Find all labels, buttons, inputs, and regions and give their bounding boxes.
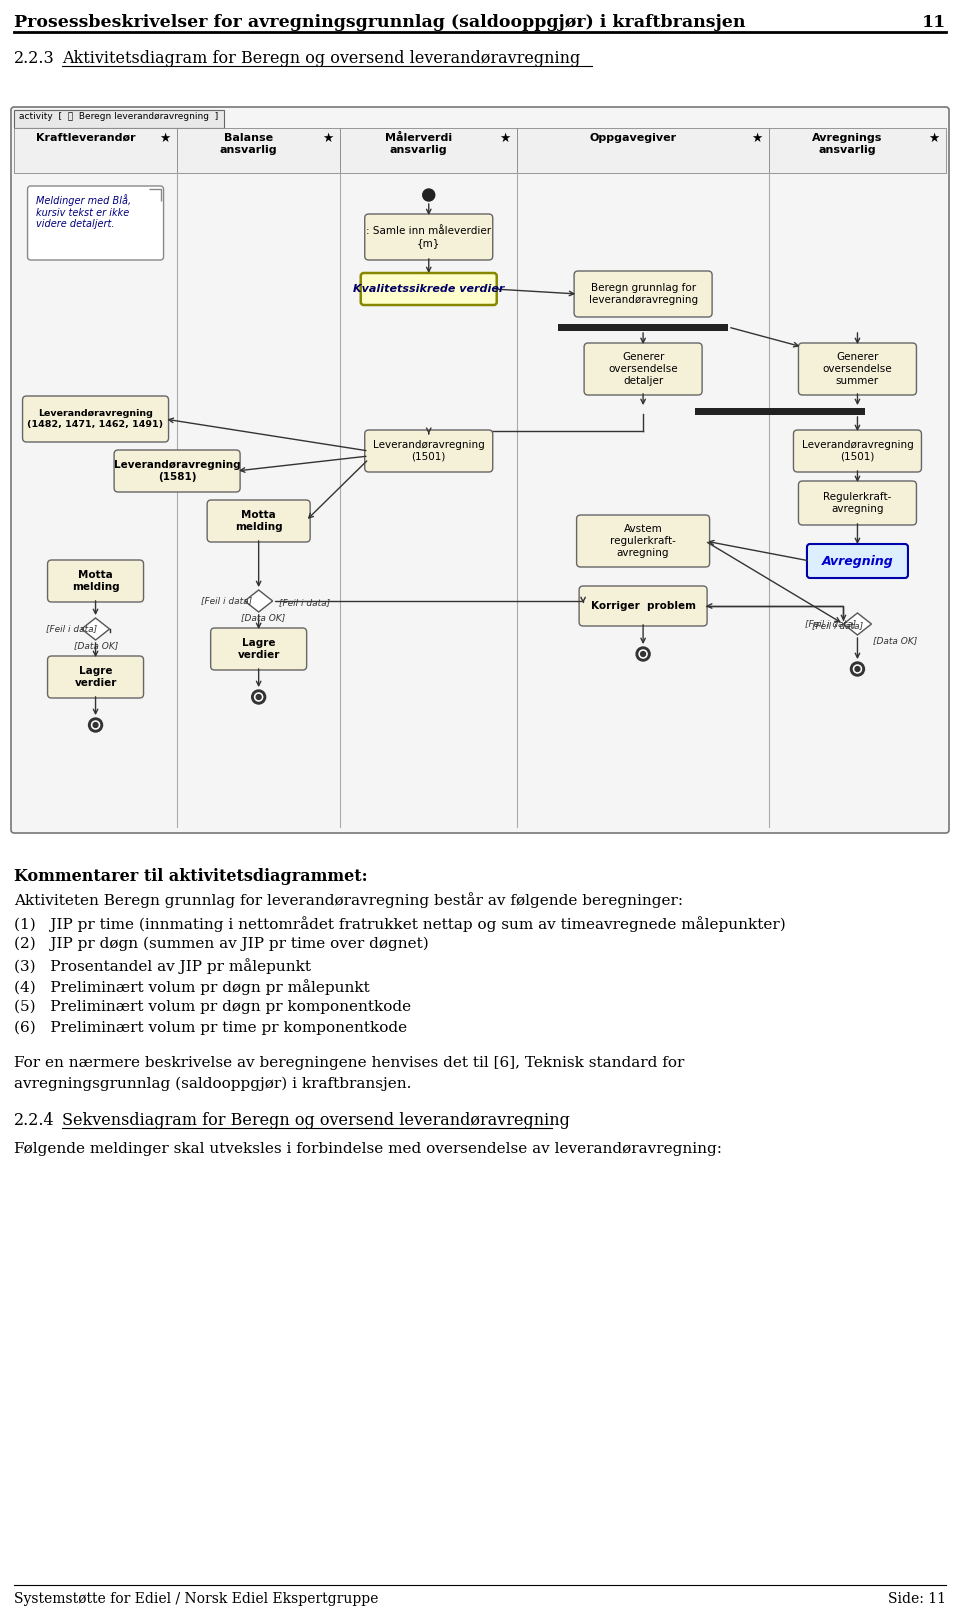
Circle shape <box>636 647 650 661</box>
Text: Prosessbeskrivelser for avregningsgrunnlag (saldooppgjør) i kraftbransjen: Prosessbeskrivelser for avregningsgrunnl… <box>14 15 746 31</box>
Circle shape <box>88 718 103 732</box>
Circle shape <box>855 666 860 671</box>
Text: Beregn grunnlag for
leverandøravregning: Beregn grunnlag for leverandøravregning <box>588 284 698 305</box>
Circle shape <box>853 665 861 673</box>
FancyBboxPatch shape <box>577 515 709 568</box>
FancyBboxPatch shape <box>11 106 949 832</box>
Text: Regulerkraft-
avregning: Regulerkraft- avregning <box>824 492 892 515</box>
Text: Leverandøravregning
(1581): Leverandøravregning (1581) <box>114 460 240 482</box>
FancyBboxPatch shape <box>48 560 144 602</box>
FancyBboxPatch shape <box>799 344 917 395</box>
Bar <box>14 127 177 173</box>
Text: ★: ★ <box>752 132 762 145</box>
Text: [Data OK]: [Data OK] <box>241 613 285 623</box>
FancyBboxPatch shape <box>807 544 908 577</box>
Text: Korriger  problem: Korriger problem <box>590 602 696 611</box>
Polygon shape <box>844 613 872 636</box>
Text: Følgende meldinger skal utveksles i forbindelse med oversendelse av leverandørav: Følgende meldinger skal utveksles i forb… <box>14 1142 722 1157</box>
Bar <box>340 127 517 173</box>
Circle shape <box>91 721 100 729</box>
Text: Motta
melding: Motta melding <box>72 571 119 592</box>
FancyBboxPatch shape <box>574 271 712 318</box>
Text: [Data OK]: [Data OK] <box>74 640 118 650</box>
Text: Lagre
verdier: Lagre verdier <box>237 639 279 660</box>
Text: [Feil i data]: [Feil i data] <box>201 595 252 605</box>
FancyBboxPatch shape <box>210 627 306 669</box>
Text: [Feil i data]: [Feil i data] <box>805 619 856 627</box>
Text: (3)   Prosentandel av JIP pr målepunkt: (3) Prosentandel av JIP pr målepunkt <box>14 958 311 974</box>
Text: ★: ★ <box>159 132 171 145</box>
Text: ★: ★ <box>928 132 940 145</box>
Text: Generer
oversendelse
detaljer: Generer oversendelse detaljer <box>609 352 678 386</box>
Text: Avregnings
ansvarlig: Avregnings ansvarlig <box>812 132 882 155</box>
Text: Systemstøtte for Ediel / Norsk Ediel Ekspertgruppe: Systemstøtte for Ediel / Norsk Ediel Eks… <box>14 1592 378 1607</box>
Bar <box>695 408 865 415</box>
Bar <box>177 127 340 173</box>
Text: Leverandøravregning
(1501): Leverandøravregning (1501) <box>372 440 485 461</box>
Text: Meldinger med Blå,
kursiv tekst er ikke
videre detaljert.: Meldinger med Blå, kursiv tekst er ikke … <box>36 194 131 229</box>
FancyBboxPatch shape <box>28 185 163 260</box>
Circle shape <box>639 650 647 658</box>
Text: Avstem
regulerkraft-
avregning: Avstem regulerkraft- avregning <box>611 524 676 558</box>
Text: Avregning: Avregning <box>822 555 894 568</box>
Text: Generer
oversendelse
summer: Generer oversendelse summer <box>823 352 892 386</box>
FancyBboxPatch shape <box>114 450 240 492</box>
Bar <box>517 127 769 173</box>
Text: ★: ★ <box>323 132 334 145</box>
FancyBboxPatch shape <box>584 344 702 395</box>
Circle shape <box>851 661 864 676</box>
Circle shape <box>252 690 266 703</box>
FancyBboxPatch shape <box>365 431 492 473</box>
Text: : Samle inn måleverdier
{m}: : Samle inn måleverdier {m} <box>366 226 492 248</box>
Text: 2.2.4: 2.2.4 <box>14 1111 55 1129</box>
Circle shape <box>256 695 261 700</box>
Circle shape <box>640 652 645 656</box>
Text: Leverandøravregning
(1482, 1471, 1462, 1491): Leverandøravregning (1482, 1471, 1462, 1… <box>28 410 163 429</box>
Text: Oppgavegiver: Oppgavegiver <box>589 132 677 144</box>
Text: [Feil i data]: [Feil i data] <box>278 598 330 606</box>
FancyBboxPatch shape <box>22 397 169 442</box>
Text: (4)   Preliminært volum pr døgn pr målepunkt: (4) Preliminært volum pr døgn pr målepun… <box>14 979 370 995</box>
FancyBboxPatch shape <box>799 481 917 524</box>
Text: Aktivitetsdiagram for Beregn og oversend leverandøravregning: Aktivitetsdiagram for Beregn og oversend… <box>62 50 580 68</box>
Text: Sekvensdiagram for Beregn og oversend leverandøravregning: Sekvensdiagram for Beregn og oversend le… <box>62 1111 570 1129</box>
Text: Kommentarer til aktivitetsdiagrammet:: Kommentarer til aktivitetsdiagrammet: <box>14 868 368 886</box>
Text: [Data OK]: [Data OK] <box>874 636 918 645</box>
Text: (2)   JIP pr døgn (summen av JIP pr time over døgnet): (2) JIP pr døgn (summen av JIP pr time o… <box>14 937 429 952</box>
FancyBboxPatch shape <box>48 656 144 698</box>
Polygon shape <box>245 590 273 611</box>
FancyBboxPatch shape <box>579 586 708 626</box>
Text: ★: ★ <box>499 132 511 145</box>
Text: activity  [  🖼  Beregn leverandøravregning  ]: activity [ 🖼 Beregn leverandøravregning … <box>19 111 218 121</box>
Polygon shape <box>82 618 109 640</box>
FancyBboxPatch shape <box>207 500 310 542</box>
Text: Balanse
ansvarlig: Balanse ansvarlig <box>220 132 277 155</box>
FancyBboxPatch shape <box>365 215 492 260</box>
Text: avregningsgrunnlag (saldooppgjør) i kraftbransjen.: avregningsgrunnlag (saldooppgjør) i kraf… <box>14 1077 412 1092</box>
Text: 11: 11 <box>922 15 946 31</box>
Circle shape <box>93 723 98 727</box>
Text: [Feil i data]: [Feil i data] <box>812 621 864 631</box>
Text: Kraftleverandør: Kraftleverandør <box>36 132 135 144</box>
Text: Aktiviteten Beregn grunnlag for leverandøravregning består av følgende beregning: Aktiviteten Beregn grunnlag for leverand… <box>14 892 684 908</box>
Text: Leverandøravregning
(1501): Leverandøravregning (1501) <box>802 440 913 461</box>
FancyBboxPatch shape <box>794 431 922 473</box>
Text: (1)   JIP pr time (innmating i nettområdet fratrukket nettap og sum av timeavreg: (1) JIP pr time (innmating i nettområdet… <box>14 916 785 932</box>
FancyBboxPatch shape <box>361 273 496 305</box>
Text: For en nærmere beskrivelse av beregningene henvises det til [6], Teknisk standar: For en nærmere beskrivelse av beregninge… <box>14 1057 684 1069</box>
Text: (5)   Preliminært volum pr døgn pr komponentkode: (5) Preliminært volum pr døgn pr kompone… <box>14 1000 411 1015</box>
Text: Målerverdi
ansvarlig: Målerverdi ansvarlig <box>385 132 452 155</box>
Circle shape <box>422 189 435 202</box>
Bar <box>558 324 728 331</box>
Circle shape <box>254 694 263 702</box>
Text: Kvalitetssikrede verdier: Kvalitetssikrede verdier <box>353 284 504 294</box>
Bar <box>769 127 946 173</box>
Text: Motta
melding: Motta melding <box>235 510 282 532</box>
Bar <box>14 110 224 127</box>
Text: [Feil i data]: [Feil i data] <box>45 624 97 632</box>
Text: Side: 11: Side: 11 <box>888 1592 946 1607</box>
Text: 2.2.3: 2.2.3 <box>14 50 55 68</box>
Text: (6)   Preliminært volum pr time pr komponentkode: (6) Preliminært volum pr time pr kompone… <box>14 1021 407 1036</box>
Text: Lagre
verdier: Lagre verdier <box>74 666 117 687</box>
